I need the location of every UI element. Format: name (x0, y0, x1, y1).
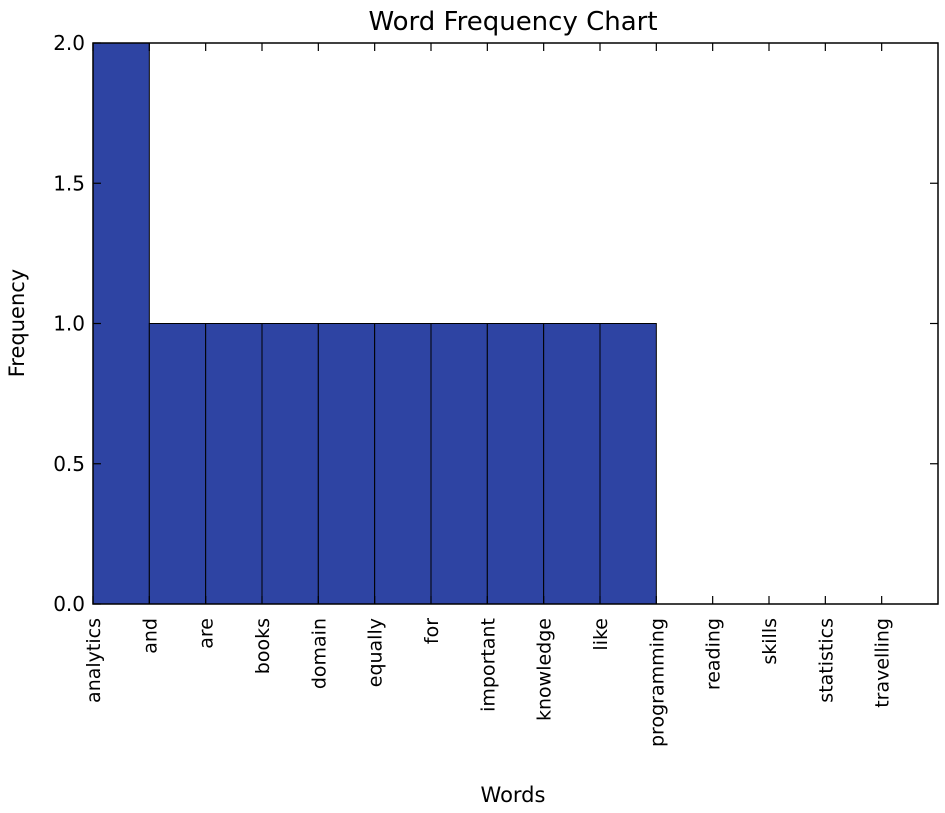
y-tick-label: 1.0 (53, 312, 85, 336)
x-tick-label: analytics (83, 618, 105, 703)
x-tick-label: knowledge (534, 618, 556, 721)
bar-are (205, 323, 263, 605)
y-tick-label: 2.0 (53, 31, 85, 55)
x-tick-label: reading (703, 618, 725, 690)
bar-and (148, 323, 207, 605)
bar-analytics (92, 42, 150, 605)
y-axis-ticks: 0.0 0.5 1.0 1.5 2.0 (53, 31, 938, 616)
bar-domain (317, 323, 376, 605)
chart-title: Word Frequency Chart (368, 7, 657, 37)
x-axis-label: Words (481, 783, 546, 807)
bar-knowledge (543, 323, 601, 605)
y-tick-label: 1.5 (53, 171, 85, 195)
x-tick-label: for (421, 618, 443, 644)
x-tick-label: skills (759, 618, 781, 665)
x-tick-label: are (196, 618, 218, 649)
x-tick-label: travelling (872, 618, 894, 708)
y-axis-label: Frequency (5, 269, 29, 378)
x-tick-label: like (590, 618, 612, 651)
x-tick-label: equally (365, 618, 387, 687)
x-tick-label: programming (646, 618, 668, 747)
bar-like (599, 323, 657, 605)
x-tick-label: statistics (815, 618, 837, 703)
bar-equally (374, 323, 432, 605)
bar-important (486, 323, 545, 605)
x-tick-label: important (477, 618, 499, 712)
y-tick-label: 0.0 (53, 592, 85, 616)
bar-group (92, 42, 657, 605)
x-tick-label: and (139, 618, 161, 654)
x-tick-label: books (252, 618, 274, 674)
bar-books (261, 323, 319, 605)
y-tick-label: 0.5 (53, 452, 85, 476)
x-tick-label: domain (308, 618, 330, 689)
bar-for (430, 323, 488, 605)
x-axis-ticks: analytics and are books domain equally for impo… (83, 43, 894, 747)
